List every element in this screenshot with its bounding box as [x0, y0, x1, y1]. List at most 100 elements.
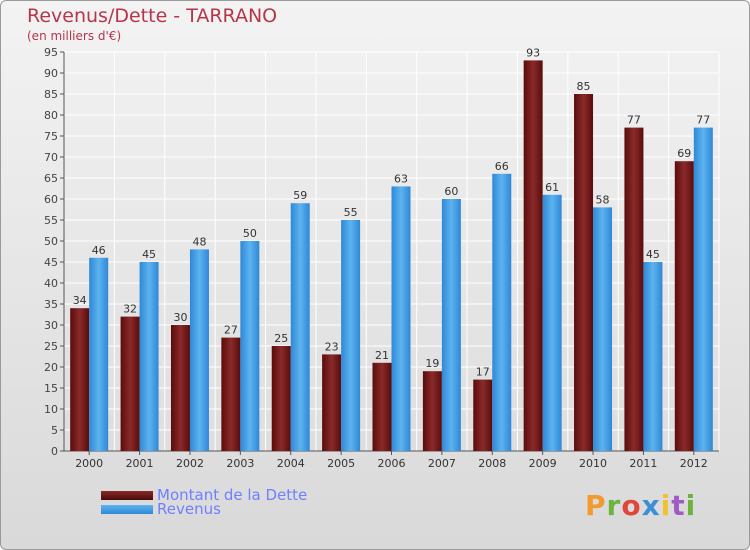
value-label: 50 — [243, 227, 257, 240]
bar-revenus — [189, 249, 209, 451]
x-tick-label: 2005 — [327, 457, 355, 470]
value-label: 85 — [577, 80, 591, 93]
y-tick-label: 20 — [44, 361, 58, 374]
value-label: 32 — [123, 303, 137, 316]
logo-letter: t — [671, 489, 686, 522]
bar-revenus — [290, 203, 310, 451]
legend-item-revenus: Revenus — [101, 500, 221, 518]
value-label: 63 — [394, 172, 408, 185]
value-label: 45 — [142, 248, 156, 261]
value-label: 34 — [73, 294, 87, 307]
legend-swatch-dette — [101, 490, 153, 500]
bar-revenus — [89, 257, 109, 451]
logo-letter: i — [660, 489, 672, 522]
y-tick-label: 5 — [51, 424, 58, 437]
bar-dette — [574, 94, 594, 451]
y-tick-label: 60 — [44, 193, 58, 206]
bar-revenus — [391, 186, 411, 451]
value-label: 46 — [92, 244, 106, 257]
value-label: 30 — [173, 311, 187, 324]
value-label: 58 — [596, 193, 610, 206]
bar-dette — [70, 308, 90, 451]
bar-revenus — [240, 241, 260, 451]
value-label: 21 — [375, 349, 389, 362]
y-tick-label: 25 — [44, 340, 58, 353]
x-tick-label: 2004 — [277, 457, 305, 470]
value-label: 27 — [224, 324, 238, 337]
x-tick-label: 2011 — [629, 457, 657, 470]
bar-dette — [271, 346, 291, 451]
value-label: 69 — [677, 147, 691, 160]
legend-label-revenus: Revenus — [157, 500, 221, 518]
x-tick-label: 2008 — [478, 457, 506, 470]
y-tick-label: 80 — [44, 109, 58, 122]
bars — [70, 60, 713, 452]
bar-dette — [674, 161, 694, 451]
value-label: 55 — [344, 206, 358, 219]
x-tick-label: 2009 — [529, 457, 557, 470]
x-tick-label: 2001 — [126, 457, 154, 470]
y-tick-label: 0 — [51, 445, 58, 458]
bar-dette — [523, 60, 543, 452]
value-label: 17 — [476, 366, 490, 379]
value-label: 25 — [274, 332, 288, 345]
value-label: 77 — [696, 114, 710, 127]
y-tick-label: 40 — [44, 277, 58, 290]
value-label: 23 — [325, 340, 339, 353]
bar-dette — [422, 371, 442, 451]
logo-letter: o — [621, 489, 642, 522]
bar-revenus — [542, 194, 562, 452]
x-tick-label: 2012 — [680, 457, 708, 470]
bar-revenus — [341, 220, 361, 451]
x-tick-label: 2002 — [176, 457, 204, 470]
y-tick-label: 50 — [44, 235, 58, 248]
value-label: 77 — [627, 114, 641, 127]
logo-letter: i — [685, 489, 697, 522]
x-tick-label: 2003 — [226, 457, 254, 470]
value-label: 59 — [293, 189, 307, 202]
bar-revenus — [492, 173, 512, 452]
bar-revenus — [643, 262, 663, 451]
x-tick-label: 2006 — [378, 457, 406, 470]
y-tick-label: 70 — [44, 151, 58, 164]
y-tick-label: 30 — [44, 319, 58, 332]
logo-letter: P — [585, 489, 607, 522]
bar-dette — [170, 325, 190, 451]
bar-revenus — [593, 207, 613, 451]
value-labels: 34 46 32 45 30 48 27 50 25 59 23 55 21 63 19 60 17 66 93 61… — [73, 46, 711, 378]
chart-title: Revenus/Dette - TARRANO — [27, 5, 278, 27]
axes: 0 5 10 15 20 25 30 35 40 45 50 55 60 65 70 75 80 85 90 95 20… — [44, 46, 719, 470]
value-label: 19 — [425, 357, 439, 370]
x-tick-label: 2010 — [579, 457, 607, 470]
y-tick-label: 45 — [44, 256, 58, 269]
y-tick-label: 95 — [44, 46, 58, 59]
bar-dette — [624, 127, 644, 451]
y-tick-label: 90 — [44, 67, 58, 80]
bar-revenus — [693, 127, 713, 451]
y-tick-label: 75 — [44, 130, 58, 143]
y-tick-label: 65 — [44, 172, 58, 185]
x-tick-label: 2000 — [75, 457, 103, 470]
value-label: 60 — [444, 185, 458, 198]
chart-subtitle: (en milliers d'€) — [27, 29, 122, 43]
legend-swatch-revenus — [101, 504, 153, 514]
bar-revenus — [139, 262, 159, 451]
bar-revenus — [441, 199, 461, 451]
y-tick-label: 15 — [44, 382, 58, 395]
legend-label-dette: Montant de la Dette — [157, 486, 308, 504]
bar-dette — [120, 316, 140, 451]
bar-dette — [221, 337, 241, 451]
y-tick-label: 10 — [44, 403, 58, 416]
logo-letter: r — [606, 489, 622, 522]
value-label: 61 — [545, 181, 559, 194]
y-tick-label: 55 — [44, 214, 58, 227]
y-tick-label: 35 — [44, 298, 58, 311]
proxiti-logo: Proxiti — [585, 489, 696, 522]
value-label: 48 — [192, 235, 206, 248]
bar-dette — [473, 379, 493, 451]
x-tick-label: 2007 — [428, 457, 456, 470]
y-tick-label: 85 — [44, 88, 58, 101]
bar-dette — [372, 362, 392, 451]
